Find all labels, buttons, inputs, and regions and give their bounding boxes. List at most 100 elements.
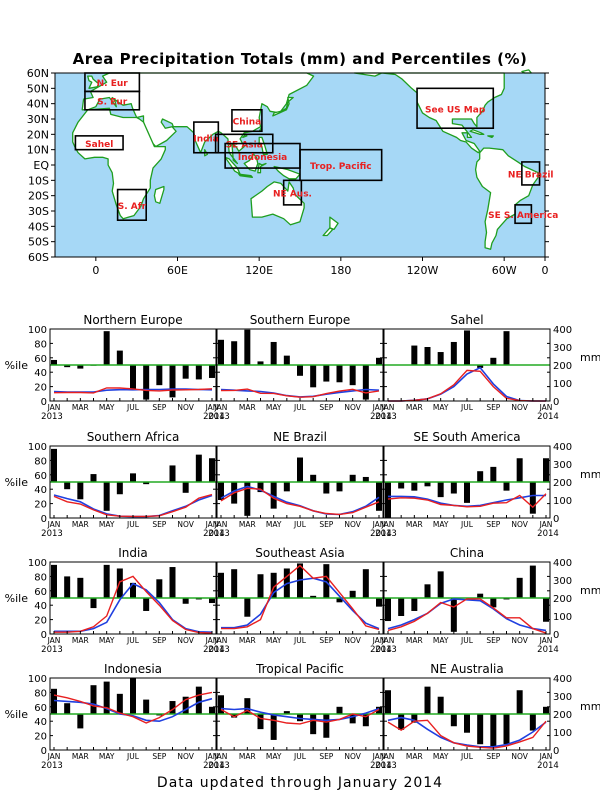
bar <box>464 482 470 503</box>
bar <box>349 590 356 598</box>
bar <box>376 482 382 511</box>
bar <box>323 482 330 494</box>
pct-tick-label: 0 <box>41 746 47 757</box>
month-tick-label: JUL <box>126 403 140 412</box>
map-margin-right <box>545 60 600 270</box>
month-tick-label: JAN <box>372 403 386 412</box>
month-tick-label: JAN <box>214 403 228 412</box>
bar <box>143 482 150 485</box>
land-shape <box>487 135 494 139</box>
bar <box>477 714 484 745</box>
bar <box>310 714 317 735</box>
bar <box>182 598 189 604</box>
panel-title: China <box>450 546 484 560</box>
bar <box>195 365 202 380</box>
lat-tick-label: 10N <box>27 144 49 157</box>
month-tick-label: JAN <box>214 636 228 645</box>
pct-tick-label: 0 <box>41 630 47 641</box>
month-tick-label: SEP <box>152 403 166 412</box>
month-tick-label: MAR <box>72 520 89 529</box>
pct-tick-label: 40 <box>34 368 47 379</box>
month-tick-label: MAY <box>433 520 449 529</box>
lat-tick-label: 50S <box>28 236 49 249</box>
mm-tick-label: 400 <box>553 325 572 336</box>
lon-tick-label: 120W <box>407 264 439 277</box>
bar <box>297 457 303 482</box>
panel-title: Northern Europe <box>83 313 182 327</box>
region-box <box>416 87 495 130</box>
panel-title: NE Australia <box>430 662 503 676</box>
bar <box>411 598 418 611</box>
year-label: 2014 <box>203 645 225 655</box>
land-shape <box>322 227 334 237</box>
bar <box>543 458 549 482</box>
mm-tick-label: 0 <box>553 630 559 641</box>
mm-tick-label: 300 <box>553 576 572 587</box>
month-tick-label: JUL <box>293 520 307 529</box>
region-box <box>116 188 147 222</box>
year-label: 2014 <box>537 761 559 771</box>
lat-tick-label: 20N <box>27 128 49 141</box>
month-tick-label: JUL <box>126 752 140 761</box>
lon-tick-label: 60W <box>492 264 517 277</box>
month-tick-label: JAN <box>205 403 219 412</box>
year-label: 2014 <box>203 529 225 539</box>
year-label: 2013 <box>41 412 63 422</box>
month-tick-label: JAN <box>381 752 395 761</box>
bar <box>477 593 484 598</box>
bar <box>490 357 497 365</box>
bar <box>231 714 238 718</box>
month-tick-label: JUL <box>293 752 307 761</box>
mm-tick-label: 0 <box>553 514 559 525</box>
month-tick-label: SEP <box>152 752 166 761</box>
panel-title: India <box>118 546 147 560</box>
series-line-red <box>387 719 547 749</box>
panel-title: Southern Europe <box>250 313 351 327</box>
map-title: Area Precipitation Totals (mm) and Perce… <box>73 50 528 68</box>
panel-title: SE South America <box>413 430 520 444</box>
bar <box>490 598 497 608</box>
bar <box>424 686 431 714</box>
month-tick-label: SEP <box>319 636 333 645</box>
bar <box>169 465 176 482</box>
year-label: 2013 <box>208 645 230 655</box>
bar <box>450 598 457 632</box>
bar <box>143 365 150 400</box>
lat-tick-label: 40N <box>27 98 49 111</box>
bar <box>130 582 136 598</box>
mm-tick-label: 0 <box>553 746 559 757</box>
bar <box>270 572 277 598</box>
pct-tick-label: 20 <box>34 500 47 511</box>
land-shape <box>272 96 294 117</box>
bar <box>182 365 189 379</box>
month-tick-label: MAY <box>99 636 115 645</box>
year-label: 2013 <box>41 529 63 539</box>
map-land <box>72 66 569 250</box>
bar <box>297 714 303 722</box>
bar <box>529 565 536 598</box>
month-tick-label: MAY <box>433 752 449 761</box>
bar <box>349 714 356 724</box>
bar <box>143 699 150 714</box>
lat-tick-label: 60S <box>28 251 49 264</box>
month-tick-label: SEP <box>486 636 500 645</box>
land-shape <box>87 75 100 89</box>
bar <box>77 577 84 598</box>
region-label: NE Aus. <box>273 190 312 200</box>
bar <box>64 365 71 368</box>
panel-title: Southern Africa <box>87 430 180 444</box>
bar <box>257 482 264 493</box>
bar <box>218 339 224 365</box>
year-label: 2013 <box>375 761 397 771</box>
month-tick-label: MAY <box>266 403 282 412</box>
pct-tick-label: 0 <box>41 397 47 408</box>
pct-tick-label: 100 <box>28 442 47 453</box>
bar <box>143 598 150 611</box>
month-tick-label: JAN <box>381 403 395 412</box>
region-box <box>231 109 263 133</box>
